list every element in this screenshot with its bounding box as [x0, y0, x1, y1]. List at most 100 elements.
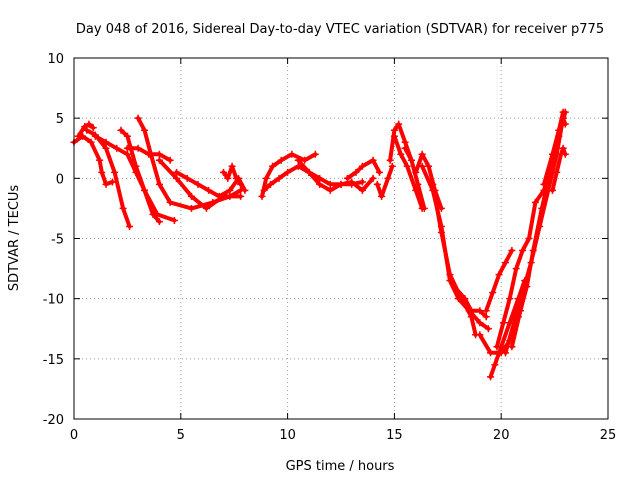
data-point — [501, 259, 509, 267]
data-point — [508, 343, 516, 351]
series-track — [93, 134, 177, 223]
data-point — [375, 168, 383, 176]
data-point — [529, 247, 537, 255]
data-point — [384, 174, 392, 182]
data-point — [215, 192, 223, 200]
data-point — [237, 192, 245, 200]
x-tick-label: 5 — [177, 428, 185, 443]
series-track — [375, 164, 395, 199]
data-point — [96, 156, 104, 164]
data-point — [149, 210, 157, 218]
series-arc-3 — [83, 126, 134, 230]
data-point — [91, 132, 99, 140]
data-point — [326, 186, 334, 194]
data-point — [482, 313, 490, 321]
series-track — [262, 164, 311, 193]
data-point — [358, 186, 366, 194]
data-point — [348, 178, 356, 186]
data-point — [108, 178, 116, 186]
data-point — [170, 216, 178, 224]
data-point — [113, 144, 121, 152]
data-point — [187, 204, 195, 212]
series-track — [76, 122, 96, 139]
series-arc-5 — [117, 126, 163, 226]
data-point — [401, 144, 409, 152]
data-point — [102, 180, 110, 188]
data-point — [495, 271, 503, 279]
data-point — [519, 247, 527, 255]
data-point — [493, 343, 501, 351]
data-point — [173, 174, 181, 182]
data-point — [183, 174, 191, 182]
data-point — [262, 174, 270, 182]
x-tick-label: 20 — [493, 428, 510, 443]
data-point — [352, 168, 360, 176]
data-point — [267, 180, 275, 188]
x-tick-label: 25 — [600, 428, 617, 443]
data-point — [260, 186, 268, 194]
y-tick-label: 10 — [47, 52, 64, 67]
data-point — [155, 180, 163, 188]
series-arc-14 — [305, 168, 377, 194]
data-point — [401, 138, 409, 146]
x-tick-label: 10 — [279, 428, 296, 443]
data-point — [388, 162, 396, 170]
data-points — [70, 108, 569, 381]
series-arc-11 — [258, 150, 319, 200]
data-point — [506, 295, 514, 303]
data-point — [194, 180, 202, 188]
series-arc-15 — [343, 156, 383, 182]
data-point — [132, 162, 140, 170]
series-arc-22 — [429, 180, 480, 339]
series-arc-21 — [418, 162, 492, 333]
data-point — [561, 120, 569, 128]
data-point — [269, 162, 277, 170]
data-point — [390, 126, 398, 134]
data-point — [83, 126, 91, 134]
data-point — [476, 319, 484, 327]
data-point — [418, 150, 426, 158]
data-point — [508, 247, 516, 255]
data-point — [119, 204, 127, 212]
data-point — [523, 283, 531, 291]
data-point — [559, 144, 567, 152]
data-point — [288, 150, 296, 158]
data-point — [284, 168, 292, 176]
data-point — [559, 114, 567, 122]
data-point — [326, 180, 334, 188]
data-point — [123, 144, 131, 152]
axis-ticks: 0 5 10 15 20 25 -20 -15 -10 -5 0 5 10 — [43, 52, 617, 443]
data-point — [516, 307, 524, 315]
data-point — [467, 313, 475, 321]
data-point — [277, 156, 285, 164]
data-point — [241, 186, 249, 194]
data-point — [373, 180, 381, 188]
data-point — [476, 307, 484, 315]
series-arc-24 — [482, 247, 516, 315]
y-tick-label: -10 — [43, 293, 64, 308]
series-track — [84, 128, 132, 229]
x-tick-label: 0 — [70, 428, 78, 443]
y-tick-label: -5 — [51, 233, 64, 248]
data-point — [155, 156, 163, 164]
data-point — [166, 198, 174, 206]
data-point — [205, 186, 213, 194]
data-point — [337, 180, 345, 188]
data-point — [258, 192, 266, 200]
data-point — [202, 204, 210, 212]
series-arc-7 — [123, 144, 174, 164]
data-point — [232, 174, 240, 182]
data-point — [311, 150, 319, 158]
data-point — [484, 325, 492, 333]
data-point — [491, 361, 499, 369]
data-point — [561, 108, 569, 116]
series-arc-30 — [540, 114, 569, 188]
data-point — [145, 150, 153, 158]
data-point — [461, 295, 469, 303]
data-point — [237, 180, 245, 188]
data-point — [407, 156, 415, 164]
data-point — [166, 156, 174, 164]
series-arc-12 — [260, 162, 313, 194]
data-point — [487, 373, 495, 381]
